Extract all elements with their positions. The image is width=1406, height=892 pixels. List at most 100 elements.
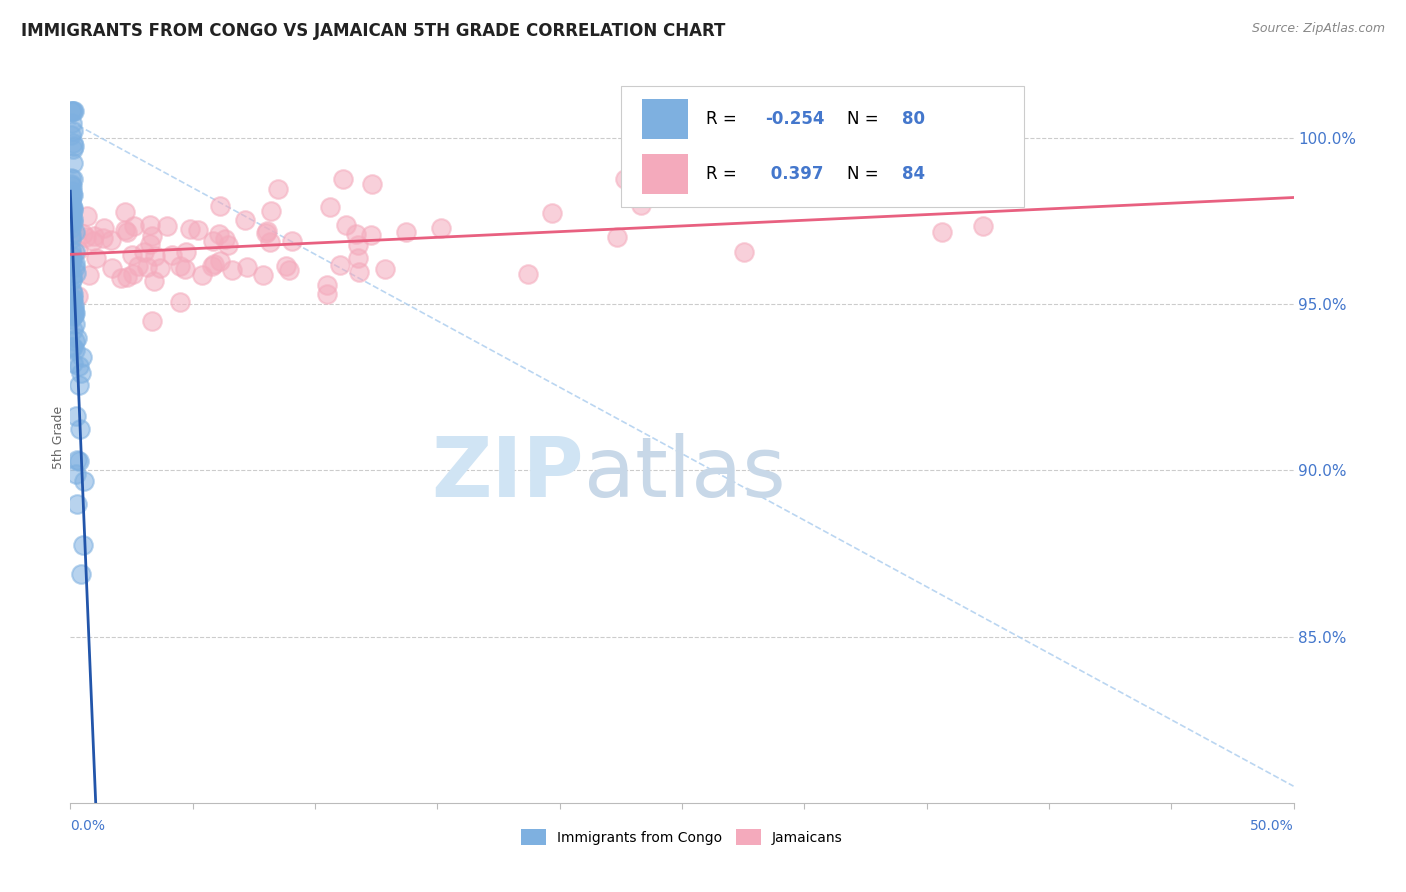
Point [252, 268, 274, 282]
Point [139, 219, 162, 233]
Point [114, 223, 136, 237]
Point [187, 223, 209, 237]
Point [630, 198, 652, 212]
Point [60, 207, 83, 221]
Point [141, 229, 163, 244]
Point [63, 305, 86, 319]
Point [63, 260, 86, 274]
Point [65, 467, 87, 481]
Point [803, 185, 825, 199]
Point [101, 260, 124, 275]
Point [347, 251, 370, 265]
Text: 0.0%: 0.0% [70, 820, 105, 833]
Point [70, 366, 93, 380]
Point [60, 199, 83, 213]
Point [430, 220, 453, 235]
Point [115, 225, 138, 239]
Point [59, 211, 82, 225]
Text: -0.254: -0.254 [765, 110, 824, 128]
Text: ZIP: ZIP [432, 434, 583, 514]
Point [62, 340, 84, 354]
Point [169, 294, 191, 309]
Point [202, 257, 225, 271]
Point [59, 220, 82, 235]
Point [316, 286, 339, 301]
Point [318, 200, 340, 214]
Point [65, 306, 87, 320]
Point [143, 275, 166, 289]
Point [60, 304, 83, 318]
Point [360, 177, 382, 191]
Point [346, 237, 368, 252]
Point [62, 287, 84, 301]
Point [139, 236, 162, 251]
Point [60, 171, 83, 186]
Point [335, 218, 357, 232]
Point [344, 227, 367, 242]
Point [63, 301, 86, 316]
Text: 84: 84 [903, 165, 925, 183]
Point [233, 213, 256, 227]
Point [516, 267, 538, 281]
Point [60, 185, 83, 199]
Point [63, 225, 86, 239]
Text: N =: N = [846, 165, 884, 183]
Point [62, 201, 84, 215]
Y-axis label: 5th Grade: 5th Grade [52, 406, 65, 468]
Point [91, 231, 114, 245]
Point [60, 255, 83, 269]
Point [267, 181, 290, 195]
Point [214, 231, 236, 245]
Point [221, 263, 243, 277]
Point [62, 309, 84, 323]
Point [349, 264, 371, 278]
Point [606, 229, 628, 244]
Point [332, 171, 354, 186]
Point [259, 204, 281, 219]
Point [136, 260, 159, 274]
Point [972, 219, 994, 233]
Bar [641, 99, 688, 139]
Point [66, 243, 89, 257]
Point [374, 261, 396, 276]
Point [62, 124, 84, 138]
Point [236, 260, 259, 275]
Text: atlas: atlas [583, 434, 786, 514]
Point [110, 271, 132, 285]
Text: Source: ZipAtlas.com: Source: ZipAtlas.com [1251, 22, 1385, 36]
Point [62, 139, 84, 153]
Point [127, 259, 149, 273]
Point [201, 259, 224, 273]
Point [60, 200, 83, 214]
Point [360, 228, 382, 243]
Point [59, 104, 82, 119]
Point [256, 224, 278, 238]
Point [254, 226, 277, 240]
Point [70, 566, 93, 581]
Point [75, 230, 97, 244]
Point [66, 288, 89, 302]
Point [65, 334, 87, 348]
Point [259, 235, 281, 249]
Point [63, 298, 86, 312]
Point [62, 212, 84, 227]
Point [60, 271, 83, 285]
Text: R =: R = [706, 110, 742, 128]
Point [201, 234, 224, 248]
Point [63, 256, 86, 270]
Legend: Immigrants from Congo, Jamaicans: Immigrants from Congo, Jamaicans [516, 823, 848, 851]
Point [60, 293, 83, 307]
Point [60, 209, 83, 223]
Text: R =: R = [706, 165, 742, 183]
Point [62, 104, 84, 119]
Bar [641, 153, 688, 194]
Text: 80: 80 [903, 110, 925, 128]
FancyBboxPatch shape [621, 86, 1025, 207]
Point [83, 229, 105, 244]
Point [60, 273, 83, 287]
Point [60, 104, 83, 119]
Point [62, 356, 84, 370]
Point [67, 377, 90, 392]
Point [62, 323, 84, 337]
Point [70, 350, 93, 364]
